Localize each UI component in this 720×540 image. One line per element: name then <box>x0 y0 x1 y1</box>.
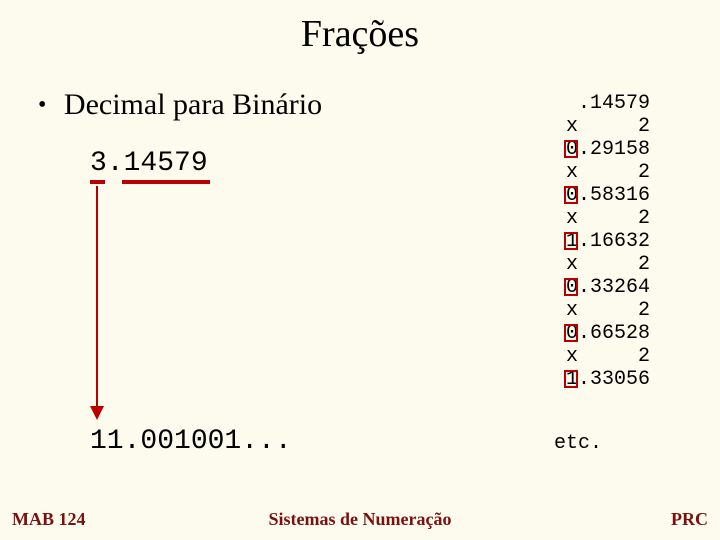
digit-highlight-box <box>564 232 578 250</box>
calc-row: 1.33056 <box>566 368 650 391</box>
calc-row: 0.33264 <box>566 276 650 299</box>
etc-label: etc. <box>554 432 602 455</box>
calc-row-text: .14579 <box>566 92 650 115</box>
calculation-steps: .14579x 20.29158x 20.58316x 21.16632x 20… <box>566 92 650 391</box>
calc-row: 0.58316 <box>566 184 650 207</box>
digit-highlight-box <box>564 186 578 204</box>
calc-row-text: x 2 <box>566 299 650 322</box>
calc-row: .14579 <box>566 92 650 115</box>
digit-highlight-box <box>564 324 578 342</box>
digit-highlight-box <box>564 140 578 158</box>
calc-row-text: 0.33264 <box>566 276 650 299</box>
result-number: 11.001001... <box>90 426 292 457</box>
underline-frac-part <box>122 180 210 184</box>
calc-row-text: x 2 <box>566 345 650 368</box>
calc-row-text: 0.66528 <box>566 322 650 345</box>
calc-row: x 2 <box>566 207 650 230</box>
calc-row-text: 1.33056 <box>566 368 650 391</box>
slide-title: Frações <box>0 0 720 56</box>
calc-row: x 2 <box>566 345 650 368</box>
input-number: 3.14579 <box>90 148 208 179</box>
calc-row-text: 1.16632 <box>566 230 650 253</box>
calc-row-text: x 2 <box>566 115 650 138</box>
calc-row-text: x 2 <box>566 207 650 230</box>
footer-title: Sistemas de Numeração <box>0 509 720 530</box>
calc-row: x 2 <box>566 115 650 138</box>
calc-row-text: 0.29158 <box>566 138 650 161</box>
arrow-head-icon <box>90 406 104 420</box>
calc-row: 0.29158 <box>566 138 650 161</box>
calc-row: 0.66528 <box>566 322 650 345</box>
calc-row: x 2 <box>566 299 650 322</box>
calc-row-text: x 2 <box>566 161 650 184</box>
bullet-icon: • <box>38 92 46 119</box>
bullet-line: • Decimal para Binário <box>38 88 322 122</box>
calc-row-text: x 2 <box>566 253 650 276</box>
calc-row: x 2 <box>566 161 650 184</box>
calc-row: x 2 <box>566 253 650 276</box>
calc-row-text: 0.58316 <box>566 184 650 207</box>
bullet-text: Decimal para Binário <box>64 88 322 121</box>
underline-int-part <box>90 180 105 184</box>
arrow-stem <box>96 186 98 410</box>
digit-highlight-box <box>564 370 578 388</box>
footer-author: PRC <box>671 509 708 530</box>
calc-row: 1.16632 <box>566 230 650 253</box>
digit-highlight-box <box>564 278 578 296</box>
